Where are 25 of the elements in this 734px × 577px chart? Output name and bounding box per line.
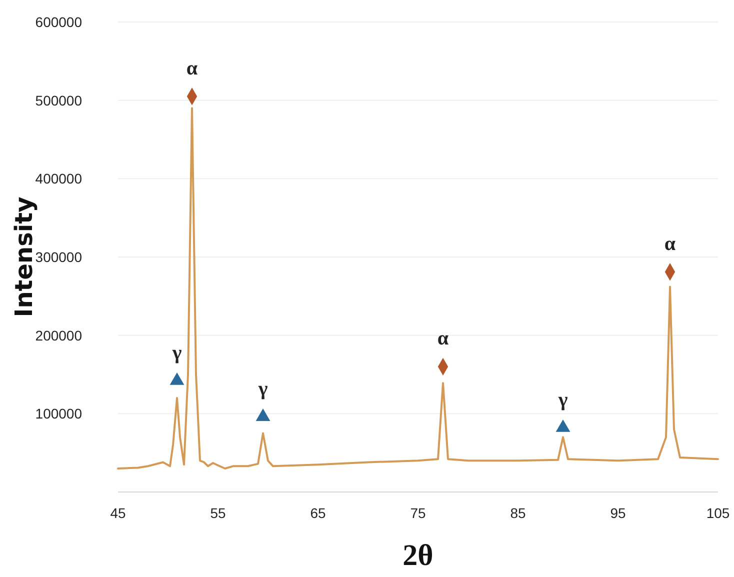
annotation: γ [557,388,568,411]
y-tick-label: 400000 [35,170,82,187]
x-tick-label: 95 [610,505,626,521]
y-tick-label: 300000 [35,249,82,265]
x-tick-label: 65 [310,505,326,521]
annotation: α [437,328,449,350]
x-tick-label: 55 [210,505,226,521]
x-axis-title: 2θ [402,539,434,572]
x-tick-label: 105 [706,505,730,521]
y-tick-label: 600000 [35,14,82,30]
x-tick-label: 85 [510,505,526,521]
point [256,408,270,421]
annotation: α [186,57,198,80]
annotation: γ [171,342,182,364]
annotation: γ [257,378,268,400]
y-tick-label: 100000 [35,406,82,422]
y-tick-label: 500000 [35,92,82,108]
annotation: α [664,232,676,255]
y-axis-title: Intensity [10,196,38,318]
x-tick-label: 45 [110,505,126,521]
y-tick-label: 200000 [35,327,82,344]
point [556,419,570,432]
line-series [117,107,719,470]
x-tick-label: 75 [410,505,426,521]
point [170,372,184,385]
